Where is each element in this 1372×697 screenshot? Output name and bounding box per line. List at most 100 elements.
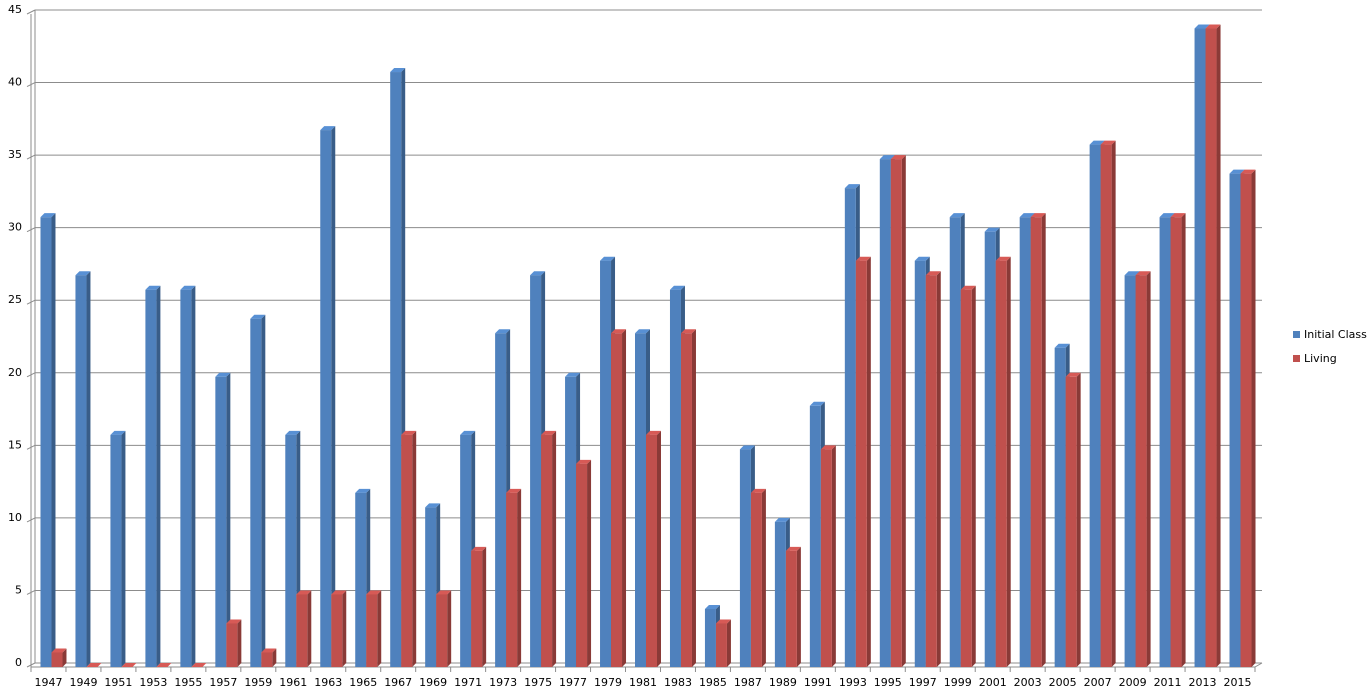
bar	[75, 271, 91, 667]
bar-front	[296, 594, 308, 667]
bar-top	[600, 256, 616, 261]
x-tick-label: 1949	[69, 676, 97, 689]
bar-side	[1076, 372, 1081, 667]
bar	[121, 663, 137, 667]
bar-top	[355, 488, 371, 493]
bar-front	[226, 623, 238, 667]
bar-front	[635, 333, 646, 667]
x-tick-label: 2003	[1014, 676, 1042, 689]
bar-front	[215, 376, 227, 667]
x-tick-label: 1983	[664, 676, 692, 689]
bar	[1240, 169, 1256, 667]
bar-side	[331, 126, 336, 668]
bar-front	[51, 652, 63, 667]
y-tick	[26, 517, 36, 523]
bar-side	[622, 329, 627, 667]
bar-side	[121, 430, 126, 667]
bar-side	[517, 488, 522, 667]
bar	[366, 590, 382, 667]
bar	[86, 663, 102, 667]
y-tick-label: 15	[8, 438, 22, 451]
y-tick	[26, 662, 36, 668]
bar-side	[761, 488, 766, 667]
bar-side	[261, 314, 266, 667]
bar	[506, 488, 522, 667]
bar-top	[495, 329, 511, 334]
bar-side	[1041, 213, 1046, 667]
bar-top	[145, 285, 161, 290]
bar-front	[110, 434, 122, 667]
bar-front	[261, 652, 273, 667]
bar-top	[925, 271, 941, 276]
bar-top	[250, 314, 266, 319]
bar-side	[796, 546, 801, 667]
bar-top	[1205, 24, 1221, 29]
bar-side	[51, 213, 56, 667]
bar-front	[844, 188, 856, 667]
bar-top	[471, 546, 487, 551]
x-tick-label: 1997	[909, 676, 937, 689]
bar-front	[355, 492, 367, 667]
y-tick	[26, 589, 36, 595]
bar-side	[1181, 213, 1186, 667]
legend-label: Living	[1304, 352, 1337, 365]
bar-front	[1030, 217, 1042, 667]
legend-label: Initial Class	[1304, 328, 1367, 341]
bar-top	[331, 590, 347, 595]
bar-top	[320, 126, 336, 131]
bar-top	[576, 459, 592, 464]
bar-front	[855, 260, 867, 667]
bar-front	[774, 521, 786, 667]
bar	[750, 488, 766, 667]
x-tick-label: 1975	[524, 676, 552, 689]
bar-front	[879, 159, 891, 667]
bar-top	[995, 256, 1011, 261]
bar-front	[366, 594, 378, 667]
bar-top	[261, 648, 277, 653]
bar-front	[401, 434, 413, 667]
bar-side	[237, 619, 242, 667]
x-tick-label: 1989	[769, 676, 797, 689]
bar	[1205, 24, 1221, 668]
bar-front	[320, 130, 332, 668]
bar-top	[680, 329, 696, 334]
bar	[995, 256, 1011, 667]
x-tick-label: 1971	[454, 676, 482, 689]
x-tick-label: 1959	[244, 676, 272, 689]
bar-front	[785, 550, 797, 667]
x-tick-label: 1969	[419, 676, 447, 689]
x-tick-label: 1985	[699, 676, 727, 689]
bar-top	[86, 663, 102, 667]
bar-front	[250, 318, 262, 667]
bar-side	[307, 590, 312, 667]
legend-swatch	[1293, 355, 1300, 362]
y-tick	[26, 299, 36, 305]
bar-top	[635, 329, 650, 334]
bar-front	[1170, 217, 1182, 667]
bar-top	[51, 648, 67, 653]
x-tick-label: 2007	[1084, 676, 1112, 689]
x-tick-label: 1953	[139, 676, 167, 689]
bar-side	[342, 590, 347, 667]
bar-front	[646, 434, 657, 667]
bar-front	[285, 434, 297, 667]
x-tick-label: 2001	[979, 676, 1007, 689]
bar	[215, 372, 231, 667]
y-tick-label: 0	[15, 656, 22, 669]
x-tick-label: 1979	[594, 676, 622, 689]
bar-front	[1135, 275, 1147, 667]
bar-top	[646, 430, 661, 435]
bar	[611, 329, 627, 667]
bar-front	[145, 289, 157, 667]
bar-front	[75, 275, 87, 667]
bar-front	[600, 260, 612, 667]
bar	[576, 459, 592, 667]
x-tick-label: 2011	[1154, 676, 1182, 689]
bar-side	[377, 590, 382, 667]
bar-top	[774, 517, 790, 522]
bar-front	[890, 159, 902, 667]
y-tick-label: 20	[8, 366, 22, 379]
bar-top	[1159, 213, 1175, 218]
bar	[261, 648, 277, 667]
bar-front	[995, 260, 1007, 667]
